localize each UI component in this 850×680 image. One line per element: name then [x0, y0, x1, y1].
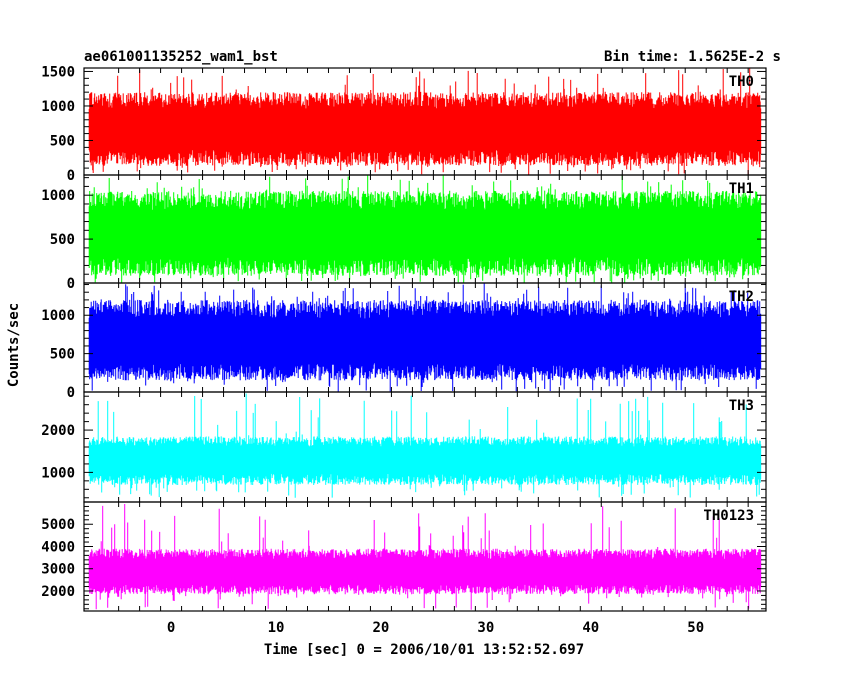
y-tick-label: 2000: [41, 584, 75, 600]
y-tick-label: 1000: [41, 308, 75, 324]
panel-th3: TH3 1000 2000: [41, 391, 767, 503]
panel-th0123: TH0123 2000 3000 4000 5000: [41, 501, 767, 612]
series-th1: [88, 175, 762, 283]
panel-th1: TH1 0 500 1000: [41, 174, 767, 292]
y-tick-label: 1000: [41, 99, 75, 115]
x-tick-label: 40: [582, 620, 599, 636]
panel-th0: TH0 0 500 1000 1500: [41, 64, 767, 184]
x-tick-label: 0: [167, 620, 175, 636]
y-tick-label: 4000: [41, 539, 75, 555]
y-tick-label: 500: [50, 347, 75, 363]
y-tick-label: 1000: [41, 465, 75, 481]
panel-th2: TH2 0 500 1000: [41, 282, 767, 401]
y-tick-label: 0: [67, 385, 75, 401]
series-th3: [88, 393, 762, 498]
x-tick-label: 10: [268, 620, 285, 636]
x-axis-label: Time [sec] 0 = 2006/10/01 13:52:52.697: [264, 642, 584, 658]
y-tick-label: 500: [50, 133, 75, 149]
x-tick-label: 50: [687, 620, 704, 636]
y-tick-label: 500: [50, 232, 75, 248]
panels-group: TH0050010001500TH105001000TH205001000TH3…: [41, 64, 767, 636]
y-tick-label: 1000: [41, 188, 75, 204]
series-th0123: [88, 504, 762, 610]
y-tick-label: 1500: [41, 64, 75, 80]
series-th2: [88, 283, 762, 392]
series-label: TH2: [729, 289, 754, 305]
y-tick-label: 3000: [41, 562, 75, 578]
y-tick-label: 5000: [41, 517, 75, 533]
x-tick-label: 20: [373, 620, 390, 636]
bin-time-label: Bin time: 1.5625E-2 s: [604, 49, 781, 65]
y-tick-label: 0: [67, 276, 75, 292]
y-tick-label: 2000: [41, 423, 75, 439]
y-tick-label: 0: [67, 168, 75, 184]
series-label: TH0: [729, 74, 754, 90]
series-label: TH3: [729, 398, 754, 414]
series-th0: [88, 68, 762, 175]
series-label: TH1: [729, 181, 754, 197]
y-axis-label: Counts/sec: [6, 303, 22, 387]
x-tick-label: 30: [477, 620, 494, 636]
series-label: TH0123: [703, 508, 754, 524]
panel-frame: [83, 501, 767, 612]
chart-title: ae061001135252_wam1_bst: [84, 49, 278, 65]
